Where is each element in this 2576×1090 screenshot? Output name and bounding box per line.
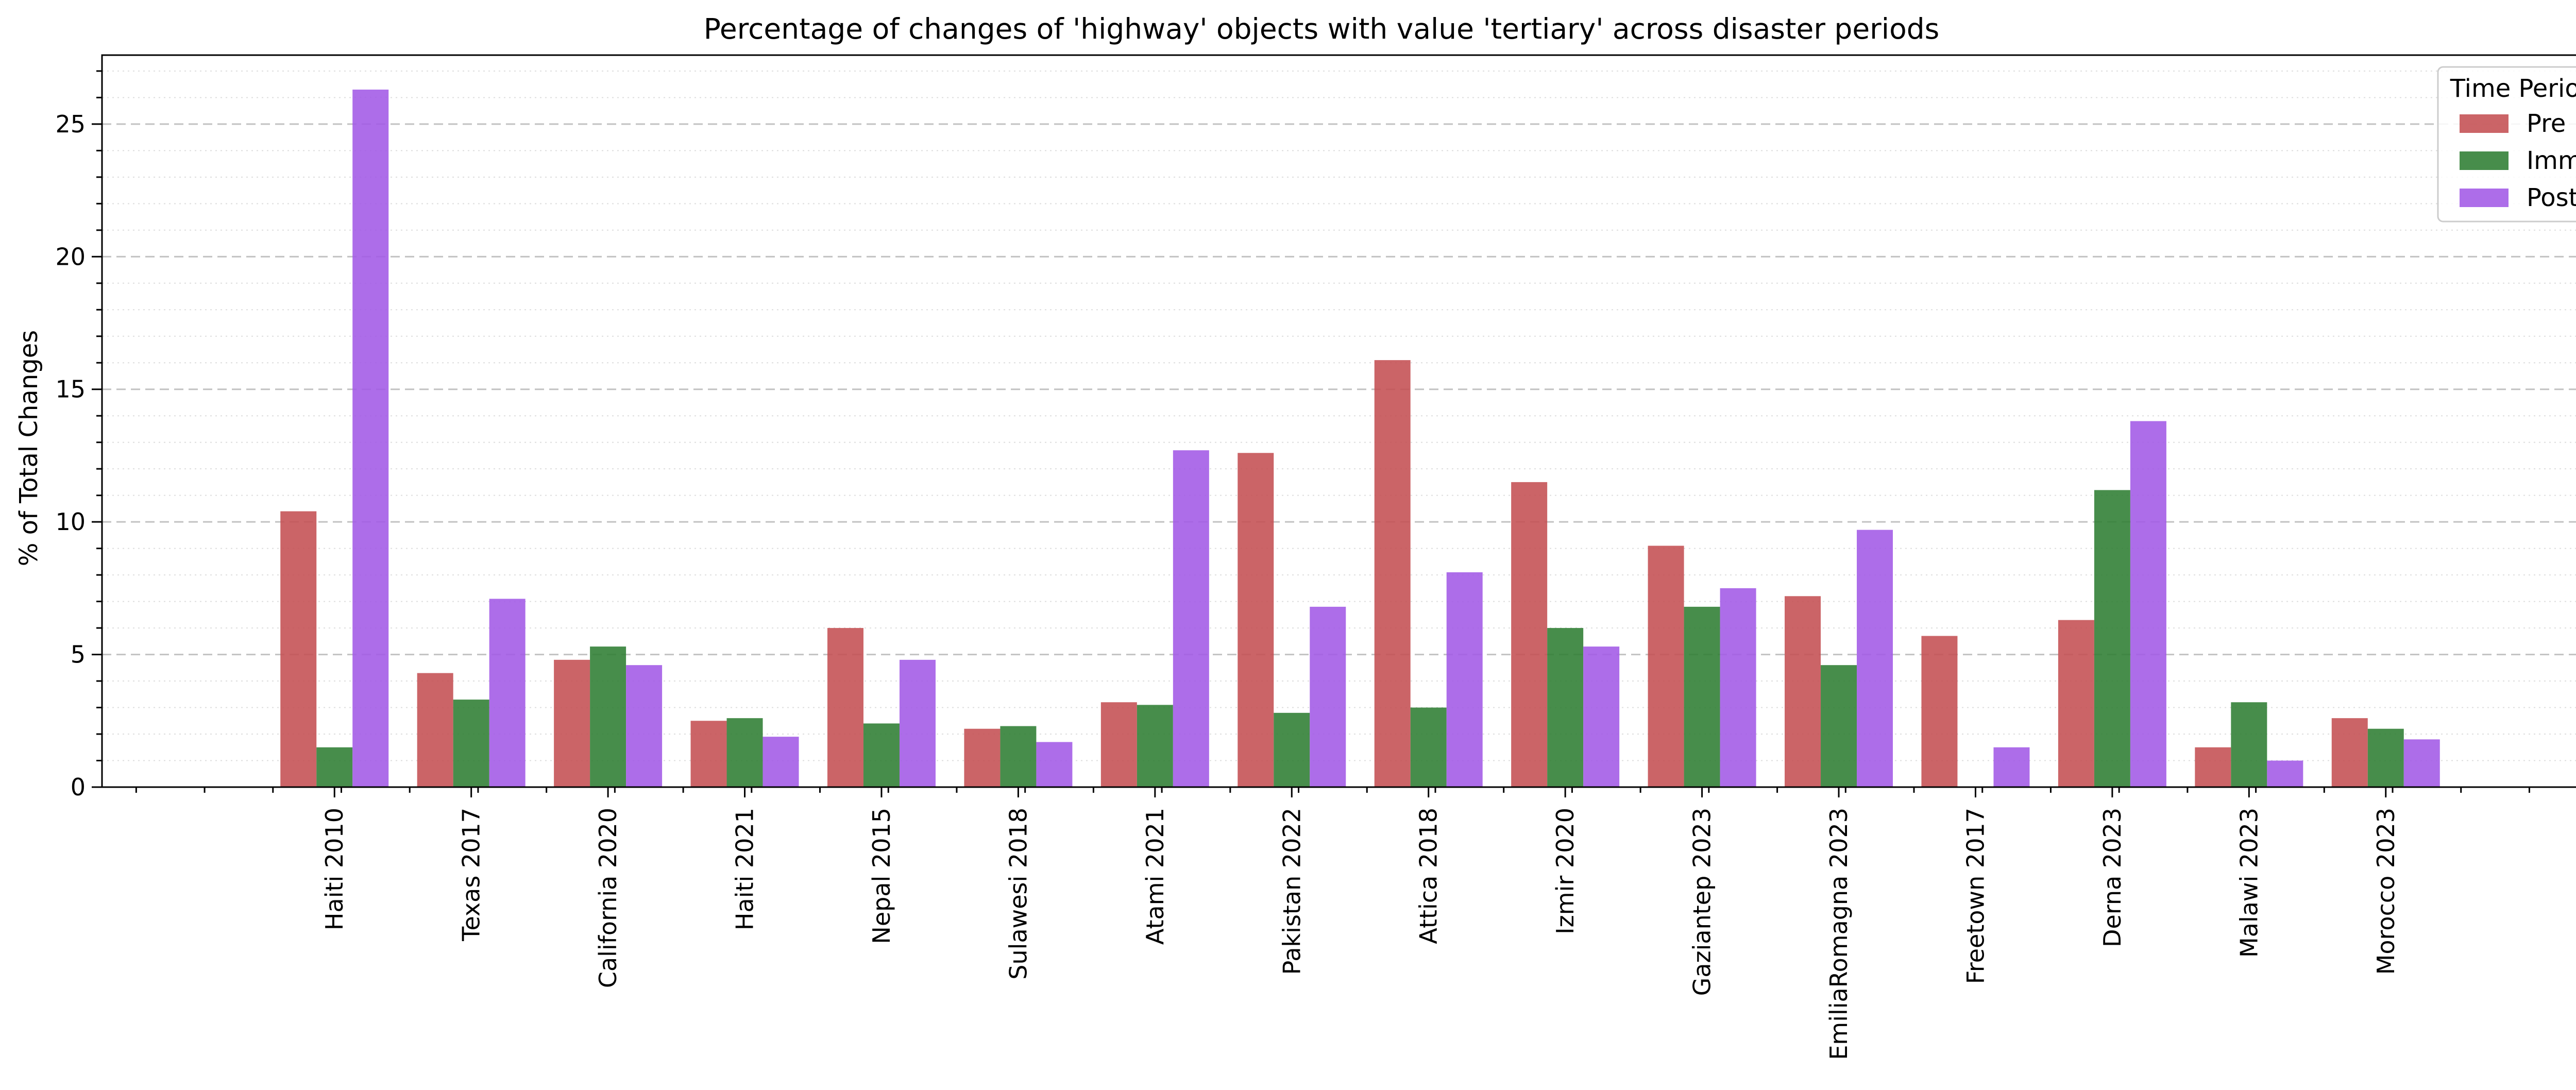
bar-pre	[2331, 718, 2368, 787]
bar-post	[2267, 760, 2303, 787]
chart-title: Percentage of changes of 'highway' objec…	[704, 12, 1940, 45]
bar-imm	[1410, 707, 1447, 787]
bar-imm	[863, 723, 900, 787]
bar-post	[352, 89, 389, 787]
x-tick-label: Morocco 2023	[2372, 808, 2400, 975]
bar-imm	[1684, 606, 1720, 787]
bar-post	[1857, 530, 1893, 787]
bar-pre	[1511, 482, 1548, 787]
bar-pre	[1100, 702, 1137, 787]
bar-imm	[2231, 702, 2267, 787]
y-tick-label: 10	[55, 508, 86, 536]
x-tick-label: Atami 2021	[1141, 808, 1169, 945]
legend-label-pre: Pre	[2527, 109, 2566, 138]
bar-post	[1993, 747, 2030, 787]
bar-pre	[2058, 620, 2094, 787]
bar-imm	[726, 718, 763, 787]
bar-post	[1583, 646, 1620, 787]
bar-pre	[1785, 596, 1821, 787]
bar-pre	[2195, 747, 2231, 787]
y-tick-label: 0	[71, 773, 86, 801]
plot-frame	[101, 54, 2576, 788]
bar-post	[899, 659, 936, 787]
bar-post	[762, 737, 799, 787]
x-tick-label: Texas 2017	[457, 808, 485, 942]
x-tick-label: Nepal 2015	[868, 808, 895, 944]
grid	[102, 70, 2576, 761]
bar-imm	[1821, 665, 1857, 787]
x-tick-label: Haiti 2021	[731, 808, 759, 930]
bar-pre	[417, 673, 453, 787]
axes: 0 5 10 15 20 25 Haiti 2010 Texas 2017 California…	[55, 54, 2576, 1060]
x-tick-label: Sulawesi 2018	[1004, 808, 1032, 980]
x-tick-label: Malawi 2023	[2235, 808, 2263, 958]
bar-pre	[827, 628, 863, 787]
y-tick-label: 20	[55, 243, 86, 270]
x-tick-label: California 2020	[594, 808, 622, 988]
x-tick-label: Haiti 2010	[320, 808, 348, 930]
bar-pre	[964, 728, 1001, 787]
y-tick-label: 5	[71, 641, 86, 669]
legend-swatch-pre	[2460, 114, 2509, 133]
legend-swatch-imm	[2460, 151, 2509, 170]
y-tick-label: 15	[55, 376, 86, 403]
bar-post	[1036, 742, 1073, 787]
bar-imm	[453, 700, 489, 787]
bar-post	[2130, 421, 2166, 787]
bar-imm	[1137, 705, 1173, 787]
bar-imm	[590, 646, 626, 787]
bar-pre	[554, 659, 590, 787]
bar-post	[489, 599, 526, 787]
x-tick-label: Pakistan 2022	[1278, 808, 1306, 975]
bar-pre	[690, 721, 727, 787]
bar-post	[1720, 588, 1756, 787]
legend-label-post: Post	[2527, 183, 2576, 212]
bar-imm	[1547, 628, 1584, 787]
legend: Time Period Pre Imm Post	[2437, 66, 2576, 223]
legend-box	[2437, 66, 2576, 223]
legend-swatch-post	[2460, 189, 2509, 207]
bar-imm	[2094, 490, 2130, 787]
x-tick-label: Gaziantep 2023	[1688, 808, 1716, 996]
bar-post	[2403, 739, 2440, 787]
bar-pre	[1238, 453, 1274, 787]
bar-post	[1310, 606, 1346, 787]
x-tick-label: Freetown 2017	[1961, 808, 1989, 984]
bar-post	[1446, 572, 1483, 787]
bars	[280, 89, 2440, 787]
x-tick-label: Derna 2023	[2098, 808, 2126, 947]
x-tick-label: EmiliaRomagna 2023	[1825, 808, 1853, 1060]
bar-pre	[1374, 360, 1411, 787]
bar-imm	[2367, 728, 2404, 787]
x-tick-label: Attica 2018	[1415, 808, 1443, 944]
bar-pre	[1648, 546, 1684, 787]
bar-pre	[280, 511, 317, 787]
bar-imm	[1274, 712, 1310, 787]
legend-title: Time Period	[2450, 74, 2576, 103]
legend-label-imm: Imm	[2527, 146, 2576, 175]
bar-imm	[1000, 726, 1037, 787]
y-axis-label: % of Total Changes	[14, 330, 43, 567]
bar-post	[626, 665, 663, 787]
y-tick-label: 25	[55, 110, 86, 138]
x-tick-label: Izmir 2020	[1551, 808, 1579, 934]
bar-pre	[1921, 636, 1958, 787]
bar-imm	[316, 747, 353, 787]
bar-post	[1173, 450, 1209, 787]
